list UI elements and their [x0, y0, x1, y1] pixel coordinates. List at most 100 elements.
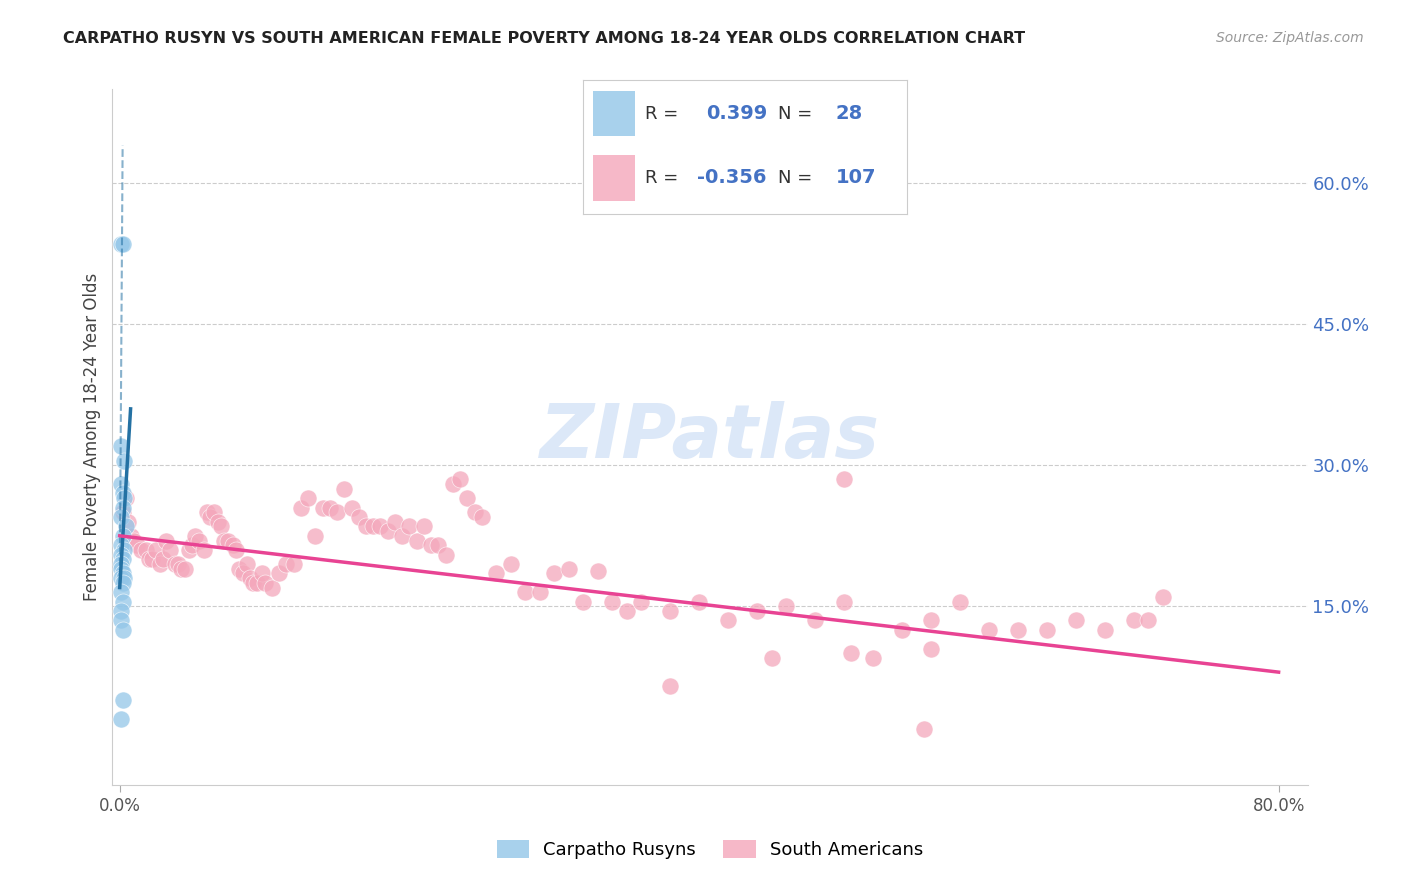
- Point: [297, 491, 319, 506]
- Point: [427, 538, 450, 552]
- Point: [1036, 623, 1059, 637]
- Point: [485, 566, 508, 581]
- Bar: [593, 91, 636, 136]
- Point: [120, 529, 142, 543]
- Point: [250, 566, 273, 581]
- Point: [111, 486, 134, 500]
- Point: [949, 594, 972, 608]
- Point: [688, 594, 710, 608]
- Point: [149, 557, 172, 571]
- Point: [543, 566, 565, 581]
- Point: [456, 491, 478, 506]
- Point: [110, 604, 132, 618]
- Point: [586, 564, 609, 578]
- Point: [110, 614, 132, 628]
- Point: [891, 623, 914, 637]
- Point: [110, 237, 132, 252]
- Point: [600, 594, 623, 608]
- Point: [188, 533, 211, 548]
- Point: [340, 500, 363, 515]
- Point: [260, 581, 283, 595]
- Point: [405, 533, 427, 548]
- Point: [761, 651, 783, 665]
- Point: [912, 722, 935, 736]
- Point: [232, 566, 254, 581]
- Point: [354, 519, 377, 533]
- Point: [198, 510, 221, 524]
- Point: [377, 524, 399, 538]
- Legend: Carpatho Rusyns, South Americans: Carpatho Rusyns, South Americans: [489, 832, 931, 866]
- Point: [112, 542, 135, 557]
- Text: ZIPatlas: ZIPatlas: [540, 401, 880, 474]
- Text: R =: R =: [645, 104, 678, 123]
- Point: [920, 641, 942, 656]
- Point: [471, 510, 494, 524]
- Point: [319, 500, 342, 515]
- Point: [112, 571, 135, 585]
- Text: N =: N =: [778, 169, 811, 187]
- Point: [420, 538, 443, 552]
- Point: [111, 237, 134, 252]
- Point: [659, 679, 682, 693]
- Point: [207, 515, 229, 529]
- Point: [441, 477, 464, 491]
- Point: [283, 557, 305, 571]
- Point: [304, 529, 326, 543]
- Y-axis label: Female Poverty Among 18-24 Year Olds: Female Poverty Among 18-24 Year Olds: [83, 273, 101, 601]
- Point: [361, 519, 384, 533]
- Point: [384, 515, 406, 529]
- Point: [159, 542, 181, 557]
- Text: CARPATHO RUSYN VS SOUTH AMERICAN FEMALE POVERTY AMONG 18-24 YEAR OLDS CORRELATIO: CARPATHO RUSYN VS SOUTH AMERICAN FEMALE …: [63, 31, 1025, 46]
- Point: [659, 604, 682, 618]
- Text: 0.399: 0.399: [706, 104, 768, 123]
- Point: [1094, 623, 1116, 637]
- Point: [398, 519, 420, 533]
- Point: [745, 604, 768, 618]
- Point: [193, 542, 215, 557]
- Point: [110, 548, 132, 562]
- Point: [127, 538, 149, 552]
- Point: [131, 542, 153, 557]
- Point: [209, 519, 232, 533]
- Point: [114, 519, 136, 533]
- Point: [141, 552, 163, 566]
- Point: [217, 533, 239, 548]
- Point: [862, 651, 884, 665]
- Point: [111, 552, 134, 566]
- Point: [391, 529, 413, 543]
- Point: [117, 515, 139, 529]
- Point: [616, 604, 638, 618]
- Point: [179, 542, 201, 557]
- Point: [111, 505, 134, 519]
- Point: [1064, 614, 1087, 628]
- Text: R =: R =: [645, 169, 678, 187]
- Point: [111, 566, 134, 581]
- Point: [110, 510, 132, 524]
- Point: [1007, 623, 1029, 637]
- Point: [122, 533, 145, 548]
- Point: [717, 614, 740, 628]
- Point: [135, 542, 157, 557]
- Point: [195, 505, 218, 519]
- Point: [202, 505, 225, 519]
- Point: [1122, 614, 1144, 628]
- Point: [449, 472, 471, 486]
- Point: [253, 575, 276, 590]
- Point: [242, 575, 264, 590]
- Point: [228, 562, 250, 576]
- Point: [111, 623, 134, 637]
- Point: [246, 575, 269, 590]
- Point: [181, 538, 204, 552]
- Point: [145, 542, 167, 557]
- Text: 107: 107: [835, 169, 876, 187]
- Point: [347, 510, 370, 524]
- Point: [112, 491, 135, 506]
- Point: [112, 453, 135, 467]
- Point: [166, 557, 188, 571]
- Point: [464, 505, 486, 519]
- Point: [236, 557, 259, 571]
- Point: [558, 562, 581, 576]
- Point: [1137, 614, 1160, 628]
- Point: [111, 500, 134, 515]
- Text: Source: ZipAtlas.com: Source: ZipAtlas.com: [1216, 31, 1364, 45]
